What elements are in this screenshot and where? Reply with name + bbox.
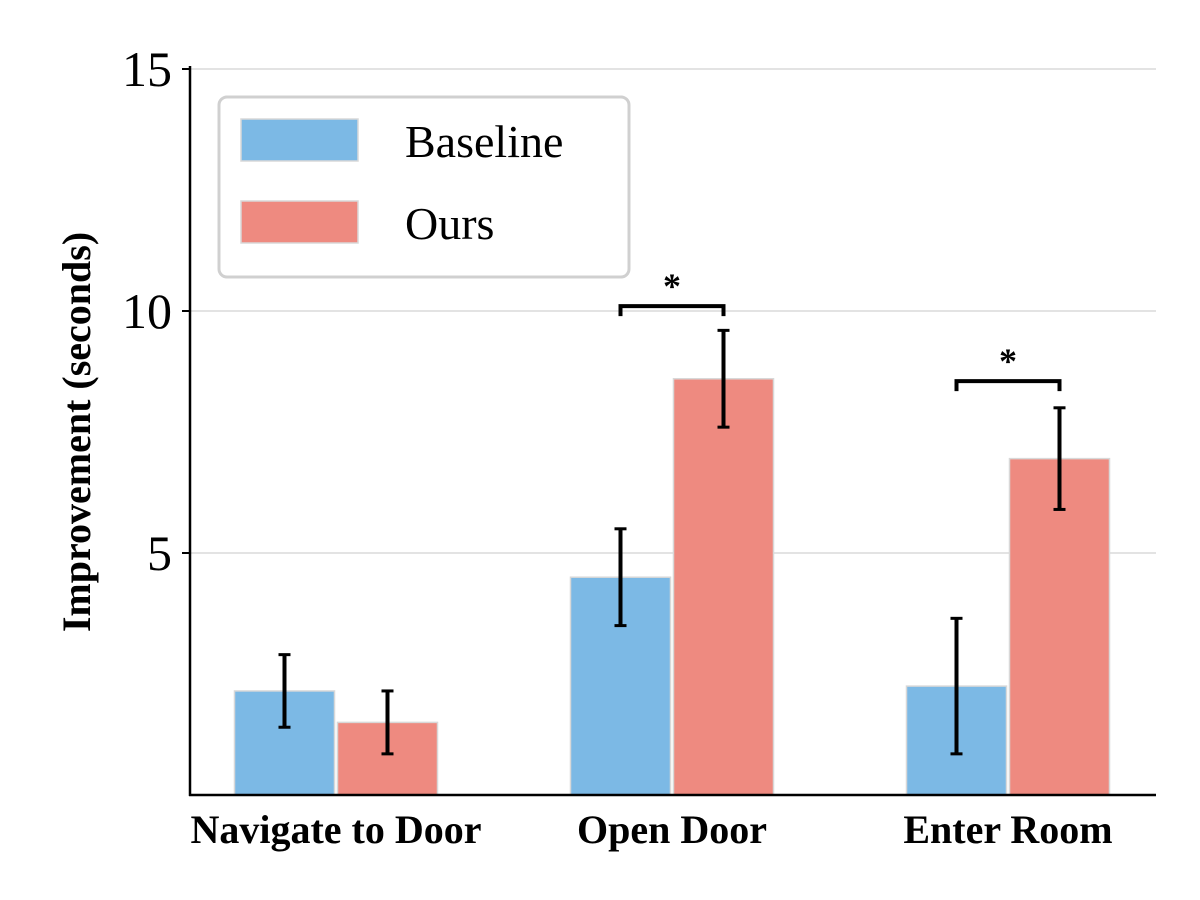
y-tick-label: 15 [122,41,172,97]
legend-swatch-baseline [240,118,359,162]
x-tick-label: Open Door [577,807,767,852]
y-tick-label: 10 [122,283,172,339]
significance-star: * [663,266,681,306]
bar-ours-1 [672,378,775,796]
y-axis-title: Improvement (seconds) [54,232,99,632]
legend-swatch-ours [240,200,359,244]
x-tick-label: Enter Room [903,807,1112,852]
legend-label: Ours [405,198,494,249]
axes [182,66,1156,797]
significance-star: * [999,341,1017,381]
x-tick-label: Navigate to Door [190,807,481,852]
bars [233,378,1111,796]
error-bars [278,328,1066,756]
legend: Baseline Ours [217,95,631,279]
significance-bracket [954,379,1062,392]
significance-annotations: ** [618,266,1062,392]
legend-label: Baseline [405,116,563,167]
axis-labels: Improvement (seconds) 5 10 15 Navigate to D… [54,41,1113,852]
y-tick-label: 5 [147,525,172,581]
significance-bracket [618,304,726,317]
